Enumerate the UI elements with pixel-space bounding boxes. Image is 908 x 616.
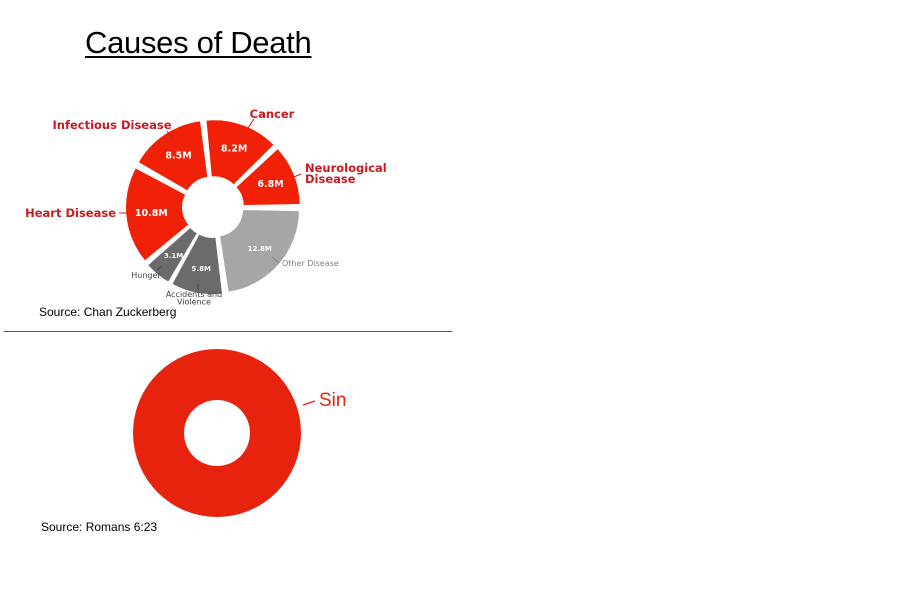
divider-line	[4, 331, 452, 332]
donut-chart-causes: 12.8M Other Disease 5.8M Accidents and Viole…	[25, 107, 387, 307]
value-label-cancer: 8.2M	[221, 144, 247, 155]
slice-group-other-disease: 12.8M	[220, 210, 299, 292]
leader-line-other-disease	[271, 256, 280, 264]
value-label-other-disease: 12.8M	[248, 245, 272, 253]
category-label-heart-disease: Heart Disease	[25, 206, 116, 220]
slice-group-accidents-and-violence: 5.8M	[172, 234, 222, 294]
slice-infectious-disease	[138, 121, 208, 191]
category-label-accidents-and-violence: Accidents and Violence	[166, 290, 222, 307]
category-label-neurological-disease: Neurological Disease	[305, 161, 387, 186]
slice-other-disease	[220, 210, 299, 292]
value-label-accidents-and-violence: 5.8M	[192, 265, 211, 273]
leader-line-infectious-disease	[166, 130, 174, 140]
leader-line-hunger	[156, 265, 163, 271]
slice-sin	[133, 349, 301, 517]
slice-group-cancer: 8.2M	[206, 120, 274, 185]
value-label-infectious-disease: 8.5M	[165, 150, 191, 161]
source-note-chart-1: Source: Chan Zuckerberg	[39, 305, 177, 319]
slice-group-hunger: 3.1M	[148, 227, 197, 282]
category-label-infectious-disease: Infectious Disease	[53, 118, 172, 132]
category-label-sin: Sin	[319, 390, 346, 411]
slice-cancer	[206, 120, 274, 185]
slice-group-heart-disease: 10.8M	[126, 168, 189, 261]
value-label-heart-disease: 10.8M	[135, 208, 168, 219]
leader-line-cancer	[247, 118, 255, 129]
slice-neurological-disease	[236, 149, 300, 206]
leader-line-sin	[302, 400, 316, 406]
leader-line-neurological-disease	[293, 173, 302, 178]
slice-accidents-and-violence	[172, 234, 222, 294]
donut-chart-sin: Sin	[133, 349, 346, 517]
slice-group-infectious-disease: 8.5M	[138, 121, 208, 191]
category-label-cancer: Cancer	[250, 107, 295, 121]
value-label-neurological-disease: 6.8M	[257, 179, 283, 190]
slice-heart-disease	[126, 168, 189, 261]
category-label-other-disease: Other Disease	[282, 259, 339, 268]
slice-group-neurological-disease: 6.8M	[236, 149, 300, 206]
page-title: Causes of Death	[85, 25, 312, 60]
source-note-chart-2: Source: Romans 6:23	[41, 520, 158, 534]
category-label-hunger: Hunger	[131, 271, 161, 280]
slice-hunger	[148, 227, 197, 282]
value-label-hunger: 3.1M	[164, 252, 183, 260]
